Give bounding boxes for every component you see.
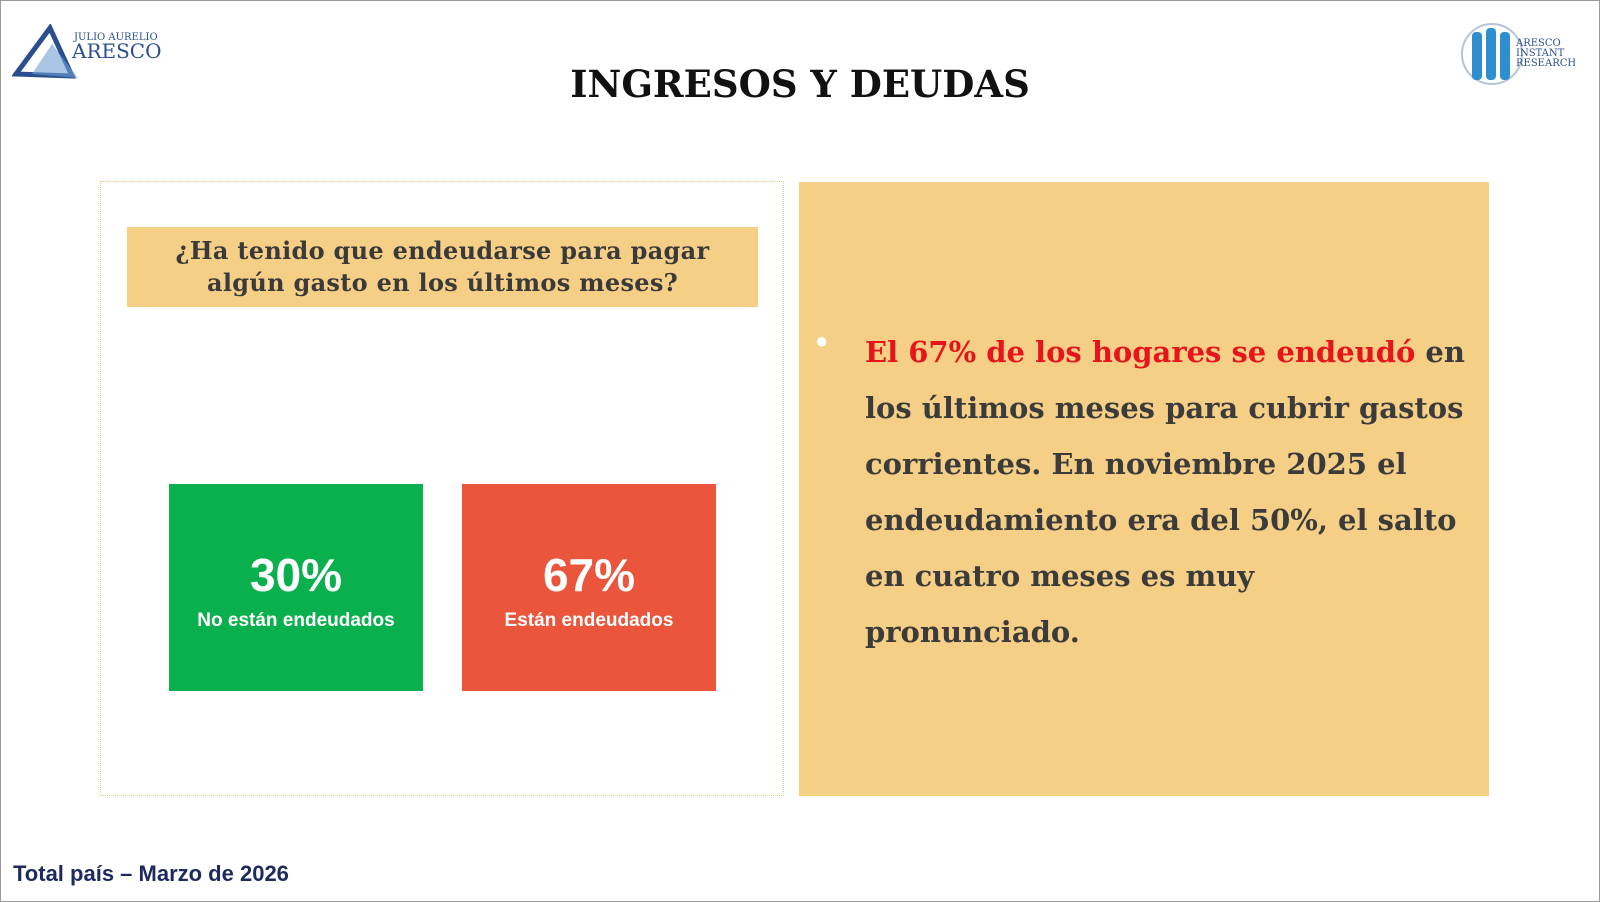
tile-label: No están endeudados — [197, 610, 395, 631]
tile-value: 30% — [249, 549, 343, 601]
logo-left-small: JULIO AURELIO — [73, 32, 158, 43]
left-panel — [100, 181, 784, 796]
question: ¿Ha tenido que endeudarse para pagar alg… — [127, 227, 758, 307]
bullet-body: en los últimos meses para cubrir gastos … — [865, 335, 1465, 649]
tile: 67% Están endeudados — [462, 484, 716, 691]
logo-right-line: ARESCO — [1515, 38, 1561, 49]
bullet-highlight: El 67% de los hogares se endeudó — [865, 335, 1416, 369]
tile-label: Están endeudados — [504, 610, 674, 631]
slide-title: INGRESOS Y DEUDAS — [570, 62, 1030, 106]
logo-right-line: INSTANT — [1516, 48, 1565, 59]
tile-value: 67% — [542, 549, 636, 601]
tile: 30% No están endeudados — [169, 484, 423, 691]
bullet-text: El 67% de los hogares se endeudó en los … — [865, 324, 1475, 660]
bullet-dot: ● — [815, 328, 829, 353]
logo-right-line: RESEARCH — [1516, 58, 1575, 69]
footer: Total país – Marzo de 2026 — [13, 861, 289, 886]
logo-left-big: ARESCO — [71, 39, 162, 63]
logo-right-mark: ARESCO INSTANT RESEARCH — [1461, 23, 1576, 85]
logo-right: ARESCO INSTANT RESEARCH — [1450, 18, 1576, 93]
right-panel: ● El 67% de los hogares se endeudó en lo… — [799, 182, 1489, 796]
logo-left-mark: JULIO AURELIO ARESCO — [11, 23, 162, 79]
logo-left: JULIO AURELIO ARESCO — [11, 23, 162, 89]
